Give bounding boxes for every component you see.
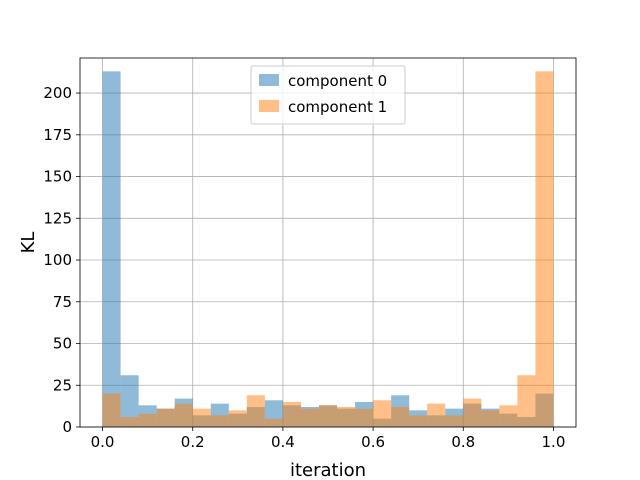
bar-series-1 [102, 393, 121, 427]
bar-series-1 [300, 408, 319, 427]
axes-frame [79, 57, 577, 428]
x-tick-label: 0.0 [91, 433, 115, 451]
legend-swatch [259, 100, 279, 112]
bar-series-1 [210, 415, 229, 427]
y-tick-label: 125 [43, 209, 72, 227]
bar-series-1 [445, 415, 464, 427]
bar-series-1 [192, 408, 211, 427]
bar-series-1 [120, 416, 139, 427]
bar-series-1 [373, 400, 392, 427]
y-tick-label: 175 [43, 126, 72, 144]
bar-series-1 [138, 413, 157, 427]
bar-series-1 [264, 418, 283, 427]
bar-series-1 [228, 410, 247, 427]
x-axis-label: iteration [290, 460, 366, 480]
bar-series-1 [481, 410, 500, 427]
bar-series-1 [517, 375, 536, 427]
bar-series-1 [463, 398, 482, 427]
bar-series-1 [282, 401, 301, 427]
bar-series-1 [427, 403, 446, 427]
legend: component 0 component 1 [250, 65, 406, 125]
x-tick-label: 1.0 [542, 433, 566, 451]
y-tick-label: 100 [43, 251, 72, 269]
bar-series-1 [355, 408, 374, 427]
bar-series-1 [318, 405, 338, 427]
y-tick-label: 50 [53, 335, 72, 353]
bar-series-1 [246, 395, 265, 427]
y-axis-label: KL [18, 232, 39, 254]
legend-swatch [259, 74, 279, 86]
bar-series-0 [120, 375, 139, 427]
x-axis-ticks: 0.0 0.2 0.4 0.6 0.8 1.0 [91, 427, 566, 451]
y-axis-ticks: 0 25 50 75 100 125 150 175 200 [43, 84, 80, 436]
plot-area [79, 57, 577, 428]
bar-series-1 [391, 406, 410, 427]
bar-series-1 [409, 415, 428, 427]
y-tick-label: 75 [53, 293, 72, 311]
bar-series-1 [499, 405, 518, 427]
y-tick-label: 25 [53, 376, 72, 394]
legend-box [250, 65, 406, 125]
bar-series-1 [337, 406, 356, 427]
bar-series-1 [535, 71, 554, 427]
x-tick-label: 0.4 [271, 433, 295, 451]
bar-series-1 [156, 408, 175, 427]
bar-series-0 [102, 71, 121, 427]
x-tick-label: 0.2 [181, 433, 205, 451]
y-tick-label: 150 [43, 168, 72, 186]
legend-label: component 0 [288, 72, 387, 90]
bar-series-1 [174, 403, 193, 427]
y-tick-label: 0 [62, 418, 72, 436]
x-tick-label: 0.8 [451, 433, 475, 451]
x-tick-label: 0.6 [361, 433, 385, 451]
y-tick-label: 200 [43, 84, 72, 102]
legend-label: component 1 [288, 98, 387, 116]
